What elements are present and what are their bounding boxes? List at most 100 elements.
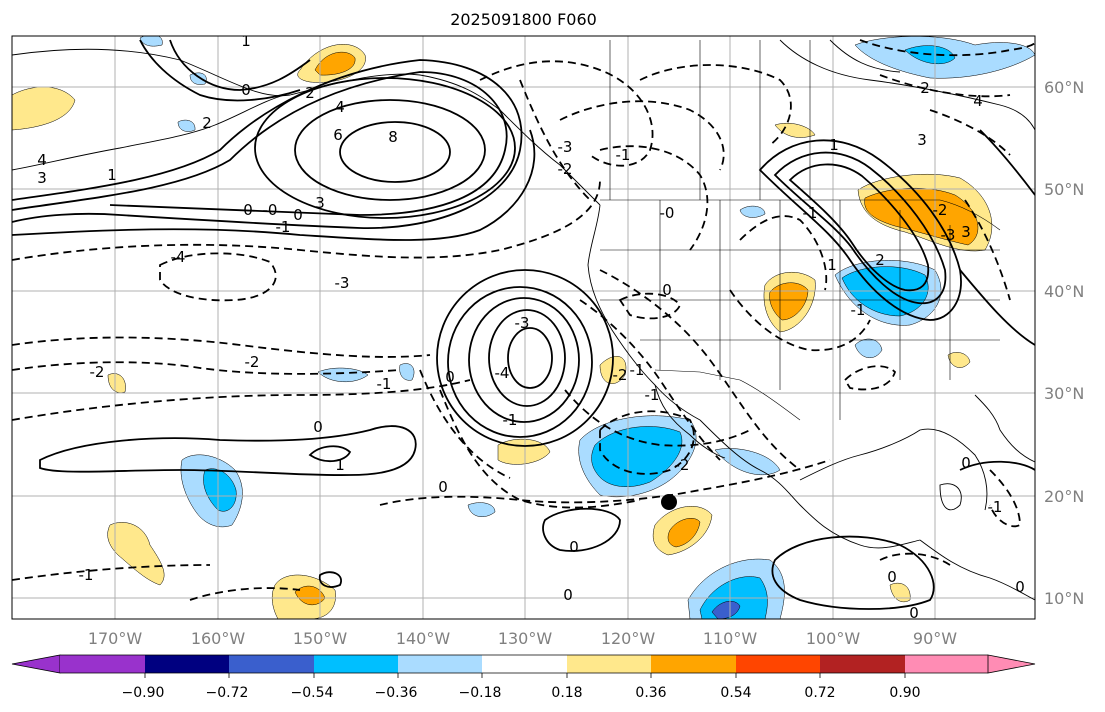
contour-neg-19 xyxy=(618,292,682,320)
colorbar: −0.90 −0.72 −0.54 −0.36 −0.18 0.18 0.36 … xyxy=(11,654,1036,701)
clabel: -2 xyxy=(933,201,948,219)
shade-neg-20 xyxy=(467,502,496,517)
contour-neg-3 xyxy=(159,252,277,302)
colorbar-bin xyxy=(651,655,736,673)
contour-high-1 xyxy=(12,71,508,216)
contour-neg-27 xyxy=(843,365,897,391)
coast-mexico xyxy=(699,419,921,549)
clabel: -3 xyxy=(941,226,956,244)
colorbar-tick-label: 0.18 xyxy=(551,685,582,701)
colorbar-tick-label: −0.90 xyxy=(122,685,165,701)
clabel: -1 xyxy=(616,146,631,164)
contours-negative xyxy=(12,39,1035,601)
contour-ne-pos xyxy=(979,129,1035,196)
lon-tick: 140°W xyxy=(396,629,451,648)
clabel: -1 xyxy=(377,375,392,393)
clabel: -1 xyxy=(645,386,660,404)
clabel: -4 xyxy=(171,248,186,266)
contour-mx-0 xyxy=(771,535,935,610)
contour-low-1b xyxy=(436,269,614,447)
contour-low-3 xyxy=(488,309,566,407)
map-area: 1 0 0 2 4 6 8 3 2 0 -1 -0 1 4 3 -2 -2 -1… xyxy=(12,36,1035,619)
clabel: -1 xyxy=(79,566,94,584)
contour-ak-1 xyxy=(169,39,311,91)
clabel: 0 xyxy=(887,568,897,586)
contour-neg-14 xyxy=(579,299,721,461)
colorbar-extend-high xyxy=(987,654,1036,674)
colorbar-tick-label: 0.54 xyxy=(720,685,751,701)
clabel: -0 xyxy=(263,201,278,219)
clabel: 0 xyxy=(445,368,455,386)
shade-pos-pac-se-core xyxy=(667,518,701,548)
contour-neg-13 xyxy=(419,369,511,479)
shade-pos-10 xyxy=(947,352,971,368)
colorbar-bin xyxy=(398,655,482,673)
border-us-mexico xyxy=(654,369,801,421)
lat-tick: 40°N xyxy=(1044,282,1084,301)
contour-neg-7 xyxy=(189,587,301,601)
colorbar-tick-label: 0.36 xyxy=(635,685,666,701)
contour-neg-21 xyxy=(729,289,871,352)
contour-high-0 xyxy=(12,129,536,241)
shade-neg-sub2 xyxy=(399,363,415,381)
colorbar-tick-label: −0.18 xyxy=(459,685,502,701)
clabel: -1 xyxy=(803,204,818,222)
clabel: -3 xyxy=(515,314,530,332)
contour-neg-15 xyxy=(599,269,801,471)
lat-tick: 30°N xyxy=(1044,384,1084,403)
clabel: 0 xyxy=(438,478,448,496)
contour-high-8 xyxy=(339,121,451,183)
clabel: -0 xyxy=(660,204,675,222)
state-lines-1 xyxy=(659,200,781,390)
clabel: 0 xyxy=(293,206,303,224)
contour-neg-6 xyxy=(12,564,211,581)
clabel: 0 xyxy=(243,201,253,219)
shade-pos-13 xyxy=(107,373,126,393)
colorbar-bin xyxy=(145,655,229,673)
shade-neg-7 xyxy=(854,338,883,358)
lon-axis: 170°W 160°W 150°W 140°W 130°W 120°W 110°… xyxy=(88,629,957,648)
colorbar-bin xyxy=(736,655,820,673)
colorbar-bin xyxy=(60,655,145,673)
colorbar-bin xyxy=(905,655,988,673)
clabel: 1 xyxy=(335,456,345,474)
clabel: 3 xyxy=(37,169,47,187)
contour-neg-22 xyxy=(859,39,1035,57)
clabel: 0 xyxy=(569,538,579,556)
lon-tick: 120°W xyxy=(601,629,656,648)
clabel: 4 xyxy=(37,151,47,169)
clabel: 0 xyxy=(1015,578,1025,596)
clabel: 0 xyxy=(563,586,573,604)
contour-neg-9 xyxy=(559,100,725,171)
shade-neg-baja-core xyxy=(591,426,682,487)
lon-tick: 110°W xyxy=(703,629,758,648)
clabel: 4 xyxy=(335,98,345,116)
colorbar-bin xyxy=(482,655,567,673)
colorbar-tick-label: −0.72 xyxy=(206,685,249,701)
contour-neg-24 xyxy=(929,109,1011,156)
contour-neg-25 xyxy=(964,199,1011,301)
shade-pos-w xyxy=(107,522,165,586)
clabel: -2 xyxy=(245,353,260,371)
contour-neg-10 xyxy=(599,145,709,251)
contour-high-2 xyxy=(12,59,523,229)
colorbar-bin xyxy=(314,655,398,673)
lon-tick: 160°W xyxy=(191,629,246,648)
contour-se-0 xyxy=(959,460,1035,471)
shade-neg-4 xyxy=(189,72,207,85)
map-frame xyxy=(11,35,1036,620)
clabel: 1 xyxy=(107,166,117,184)
clabel: -2 xyxy=(613,366,628,384)
contour-alaska-0 xyxy=(139,39,301,102)
clabel: -1 xyxy=(988,498,1003,516)
clabel: 3 xyxy=(917,131,927,149)
coast-central-am xyxy=(919,539,1035,601)
colorbar-tick-label: 0.72 xyxy=(804,685,835,701)
contour-low-2 xyxy=(468,297,580,423)
lat-tick: 10°N xyxy=(1044,589,1084,608)
clabel: -2 xyxy=(90,363,105,381)
contour-neg-12 xyxy=(439,389,641,509)
clabel: -1 xyxy=(851,301,866,319)
clabel: 8 xyxy=(388,128,398,146)
shade-neg-hawaii-core xyxy=(203,468,237,512)
